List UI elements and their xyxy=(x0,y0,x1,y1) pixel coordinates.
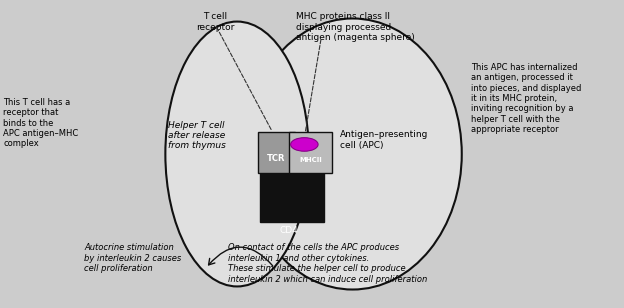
Text: Helper T cell
after release
from thymus: Helper T cell after release from thymus xyxy=(168,121,225,150)
FancyBboxPatch shape xyxy=(260,172,324,222)
Text: Antigen–presenting
cell (APC): Antigen–presenting cell (APC) xyxy=(340,131,429,150)
Text: On contact of the cells the APC produces
interleukin 1 and other cytokines.
Thes: On contact of the cells the APC produces… xyxy=(228,243,427,284)
Text: This T cell has a
receptor that
binds to the
APC antigen–MHC
complex: This T cell has a receptor that binds to… xyxy=(3,98,79,148)
Circle shape xyxy=(291,138,318,151)
FancyArrowPatch shape xyxy=(208,247,273,266)
Text: This APC has internalized
an antigen, processed it
into pieces, and displayed
it: This APC has internalized an antigen, pr… xyxy=(471,63,582,134)
Text: MHCII: MHCII xyxy=(299,157,322,164)
Text: TCR: TCR xyxy=(267,154,285,163)
Text: MHC proteins class II
displaying processed
antigen (magenta sphere): MHC proteins class II displaying process… xyxy=(296,12,415,42)
FancyBboxPatch shape xyxy=(258,132,295,173)
Text: T cell
receptor: T cell receptor xyxy=(196,12,235,32)
FancyBboxPatch shape xyxy=(289,132,332,173)
Ellipse shape xyxy=(165,22,309,286)
Text: Autocrine stimulation
by interleukin 2 causes
cell proliferation: Autocrine stimulation by interleukin 2 c… xyxy=(84,243,182,273)
Ellipse shape xyxy=(243,18,462,290)
Text: CD4: CD4 xyxy=(280,226,298,235)
